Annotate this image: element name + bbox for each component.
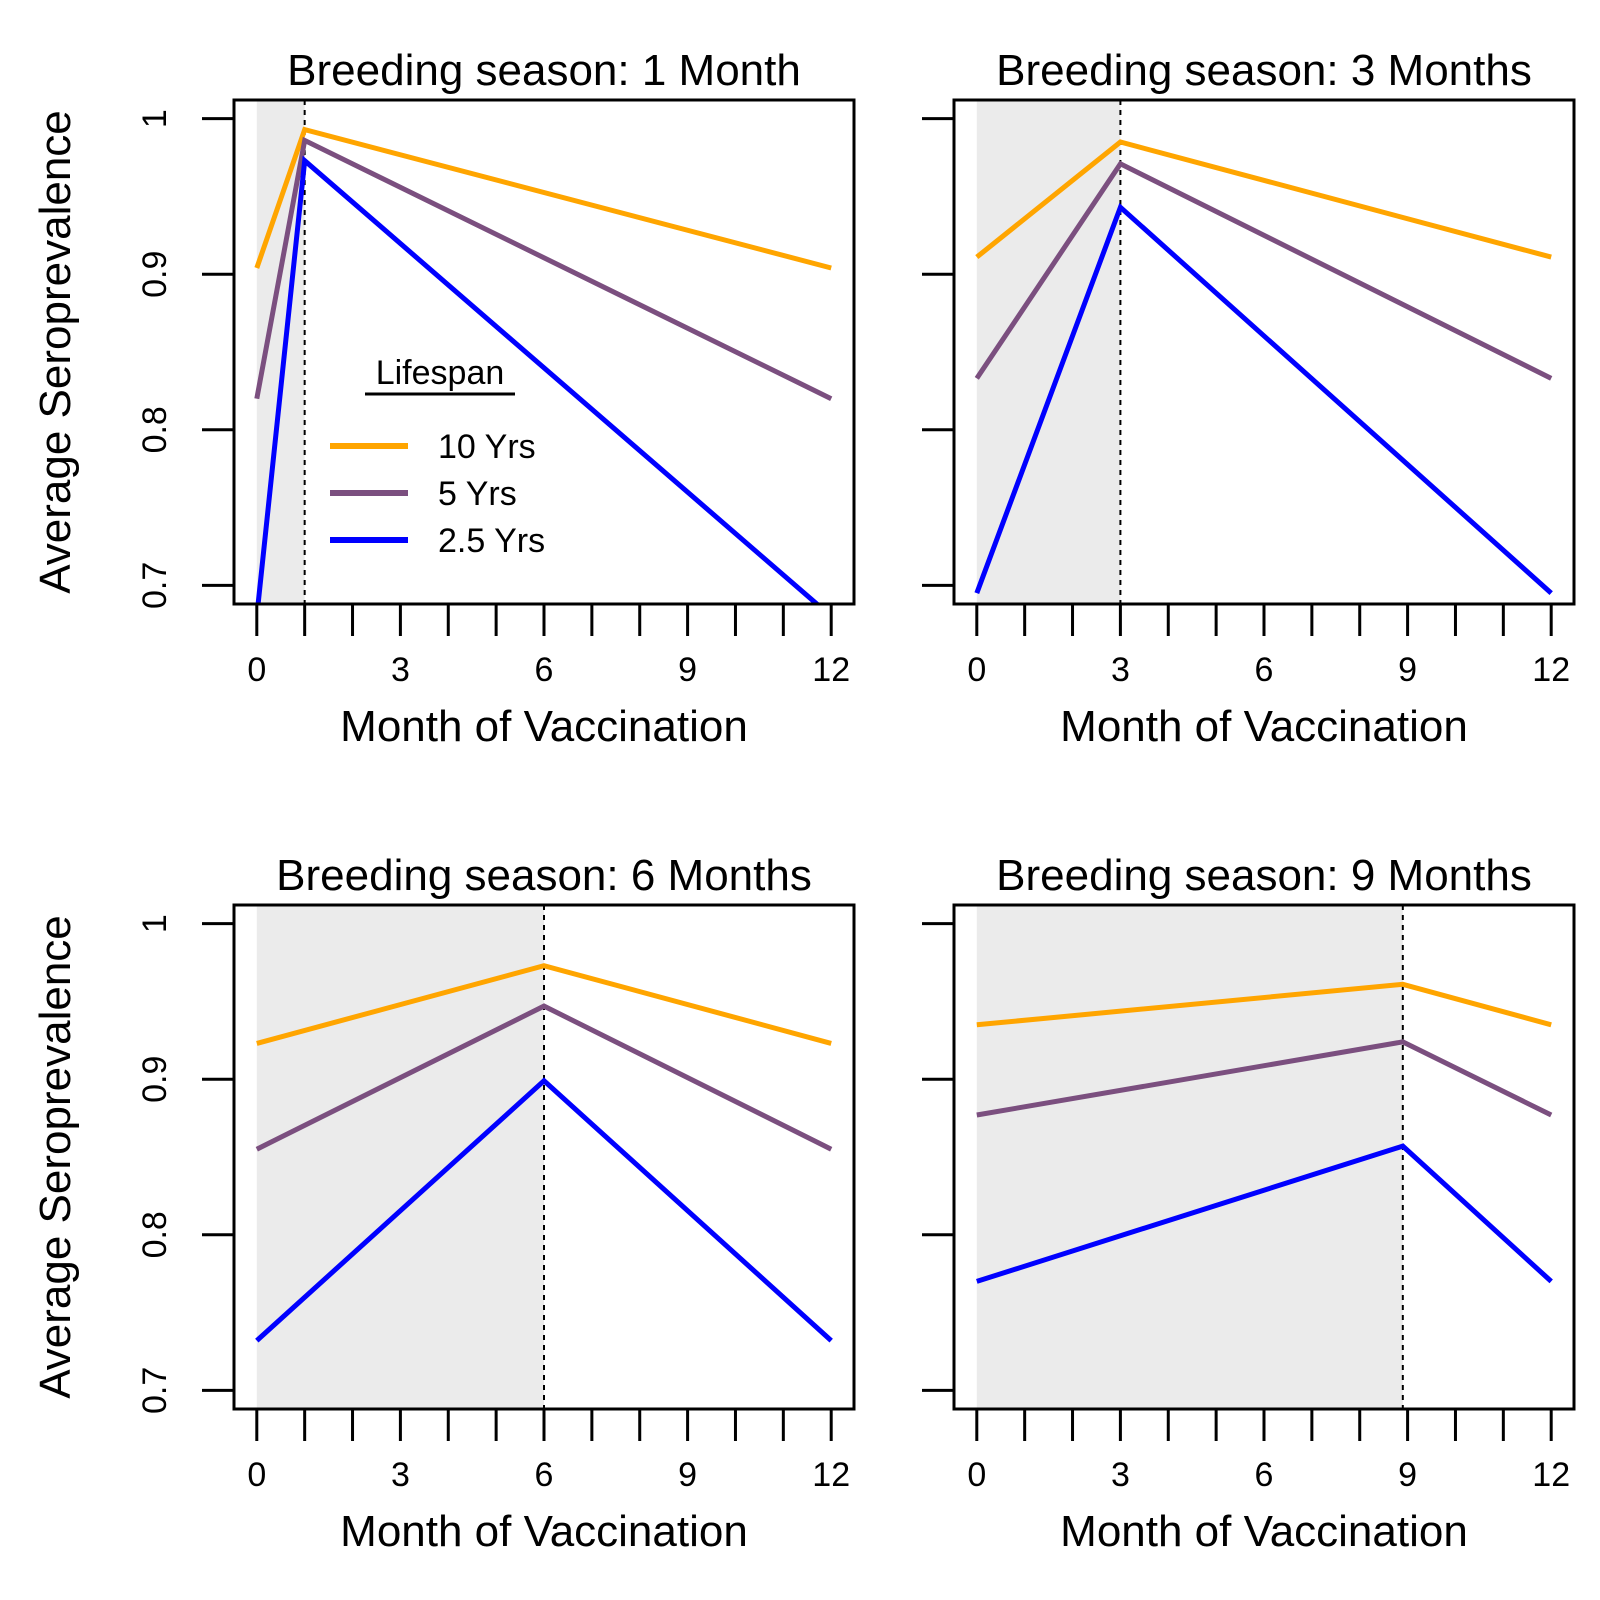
series-line-10-yrs <box>254 126 832 271</box>
series-line-5-yrs <box>976 1039 1553 1118</box>
breeding-season-shade <box>976 905 1403 1409</box>
x-tick-label: 6 <box>1255 1456 1274 1494</box>
panel-title: Breeding season: 3 Months <box>996 46 1532 95</box>
panel-title: Breeding season: 1 Month <box>287 46 801 95</box>
series-line-2-5-yrs <box>255 155 821 604</box>
x-tick-label: 3 <box>391 1456 410 1494</box>
panel-title: Breeding season: 6 Months <box>276 851 812 900</box>
series-group <box>255 963 833 1343</box>
panel-4: 0 3 6 9 12 Breeding season: 9 Months Month of … <box>922 851 1576 1556</box>
series-group <box>974 139 1553 595</box>
breeding-season-shade <box>976 100 1121 604</box>
series-line-2-5-yrs <box>976 1143 1553 1284</box>
x-tick-label: 12 <box>1532 651 1570 689</box>
series-line-5-yrs <box>255 1003 833 1152</box>
series-line-2-5-yrs <box>974 202 1553 595</box>
legend-title: Lifespan <box>376 354 505 392</box>
legend-label: 5 Yrs <box>438 475 517 513</box>
legend: Lifespan 10 Yrs 5 Yrs 2.5 Yrs <box>330 354 545 560</box>
x-axis-label: Month of Vaccination <box>340 702 748 751</box>
x-tick-label: 12 <box>812 1456 850 1494</box>
series-group <box>976 981 1553 1284</box>
x-tick-label: 9 <box>678 1456 697 1494</box>
series-line-5-yrs <box>974 160 1553 381</box>
x-tick-label: 0 <box>967 1456 986 1494</box>
panel-title: Breeding season: 9 Months <box>996 851 1532 900</box>
x-tick-label: 0 <box>967 651 986 689</box>
x-tick-label: 3 <box>391 651 410 689</box>
x-tick-label: 6 <box>1255 651 1274 689</box>
legend-label: 10 Yrs <box>438 428 536 466</box>
x-axis-label: Month of Vaccination <box>1060 1507 1468 1556</box>
legend-label: 2.5 Yrs <box>438 522 545 560</box>
breeding-season-shade <box>256 905 544 1409</box>
y-tick-label: 0.9 <box>136 1056 174 1103</box>
y-tick-label: 0.7 <box>136 1367 174 1414</box>
series-line-2-5-yrs <box>255 1077 833 1343</box>
x-tick-label: 12 <box>812 651 850 689</box>
x-axis-label: Month of Vaccination <box>1060 702 1468 751</box>
x-tick-label: 9 <box>678 651 697 689</box>
y-axis-label: Average Seroprevalence <box>31 110 80 594</box>
y-tick-label: 0.7 <box>136 562 174 609</box>
x-tick-label: 3 <box>1111 651 1130 689</box>
x-tick-label: 0 <box>247 1456 266 1494</box>
panel-3: 0 3 6 9 12 0.7 0.8 0.9 1 Breeding season: 6 Month… <box>31 851 856 1556</box>
x-tick-label: 9 <box>1398 1456 1417 1494</box>
series-line-10-yrs <box>256 963 832 1046</box>
series-line-10-yrs <box>975 139 1552 260</box>
y-tick-label: 1 <box>136 109 174 128</box>
panel-1: 0 3 6 9 12 0.7 0.8 0.9 1 Breeding season: 1 Month… <box>31 46 856 751</box>
x-tick-label: 0 <box>247 651 266 689</box>
x-tick-label: 3 <box>1111 1456 1130 1494</box>
series-line-10-yrs <box>976 981 1552 1028</box>
series-group <box>254 126 833 604</box>
x-tick-label: 12 <box>1532 1456 1570 1494</box>
y-tick-label: 0.8 <box>136 406 174 453</box>
y-axis-label: Average Seroprevalence <box>31 915 80 1399</box>
series-line-5-yrs <box>254 136 833 401</box>
y-tick-label: 1 <box>136 914 174 933</box>
x-tick-label: 9 <box>1398 651 1417 689</box>
y-tick-label: 0.9 <box>136 251 174 298</box>
panel-2: 0 3 6 9 12 Breeding season: 3 Months Month of … <box>922 46 1576 751</box>
x-tick-label: 6 <box>535 651 554 689</box>
x-tick-label: 6 <box>535 1456 554 1494</box>
x-axis-label: Month of Vaccination <box>340 1507 748 1556</box>
y-tick-label: 0.8 <box>136 1211 174 1258</box>
